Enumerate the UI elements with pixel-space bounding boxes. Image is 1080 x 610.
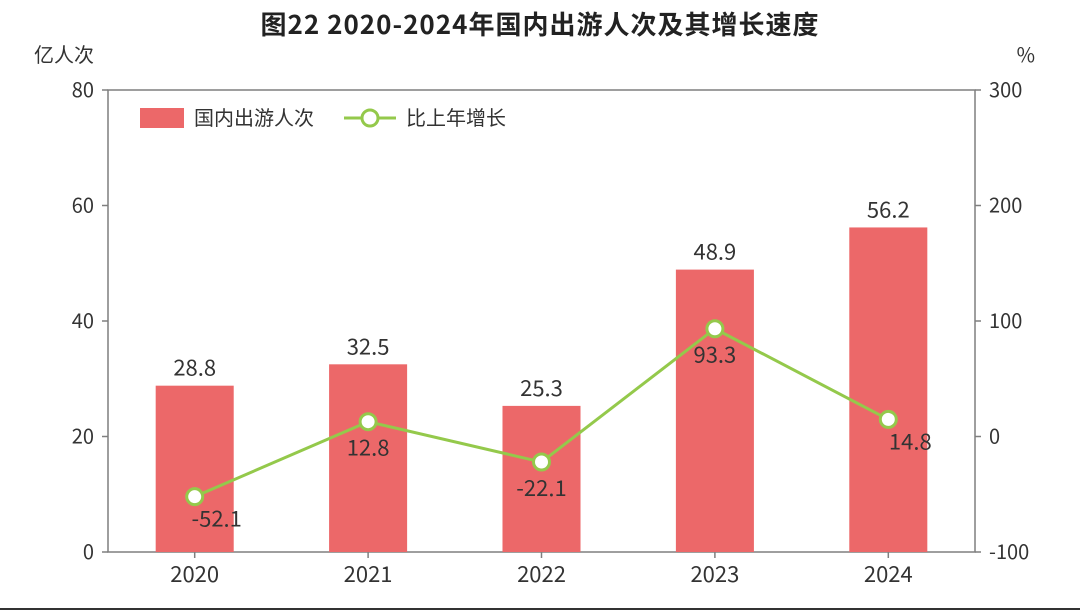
growth-line-marker (360, 414, 376, 430)
left-axis-tick-label: 0 (83, 536, 94, 565)
chart-svg: 图22 2020-2024年国内出游人次及其增长速度亿人次% 28.8 32.5 25… (0, 0, 1080, 610)
line-value-label: 14.8 (889, 424, 932, 456)
line-value-label: -52.1 (192, 502, 242, 534)
x-axis-category-label: 2020 (170, 557, 219, 589)
chart-title: 图22 2020-2024年国内出游人次及其增长速度 (261, 5, 820, 42)
x-axis-category-label: 2022 (517, 557, 566, 589)
x-axis-category-label: 2024 (864, 557, 913, 589)
bar-value-label: 48.9 (694, 235, 737, 267)
legend-line-label: 比上年增长 (406, 102, 506, 131)
right-axis-tick-label: -100 (989, 536, 1029, 565)
legend-line-marker (362, 110, 378, 126)
growth-line-marker (534, 454, 550, 470)
legend: 国内出游人次 比上年增长 (140, 102, 506, 131)
right-axis-tick-label: 0 (989, 421, 1000, 450)
x-axis-category-label: 2021 (344, 557, 393, 589)
legend-bar-label: 国内出游人次 (194, 102, 314, 131)
right-axis-tick-label: 200 (989, 190, 1022, 219)
right-axis-tick-label: 300 (989, 74, 1022, 103)
left-axis-tick-label: 60 (72, 190, 94, 219)
bar-value-label: 32.5 (347, 329, 390, 361)
right-axis-tick-label: 100 (989, 305, 1022, 334)
bar-value-label: 56.2 (867, 192, 910, 224)
legend-bar-swatch (140, 108, 184, 128)
right-axis-title: % (1017, 39, 1035, 68)
bar-value-label: 28.8 (173, 351, 216, 383)
left-axis-title: 亿人次 (34, 39, 94, 68)
line-value-label: 93.3 (694, 338, 737, 370)
left-axis-tick-label: 20 (72, 421, 94, 450)
bar (849, 227, 927, 552)
growth-line-marker (707, 321, 723, 337)
left-axis-tick-label: 80 (72, 74, 94, 103)
chart-container: 图22 2020-2024年国内出游人次及其增长速度亿人次% 28.8 32.5 25… (0, 0, 1080, 610)
left-axis-tick-label: 40 (72, 305, 94, 334)
bar (676, 270, 754, 552)
x-axis-category-label: 2023 (690, 557, 739, 589)
line-value-label: -22.1 (516, 471, 566, 503)
bar-value-label: 25.3 (520, 371, 563, 403)
line-value-label: 12.8 (347, 431, 390, 463)
